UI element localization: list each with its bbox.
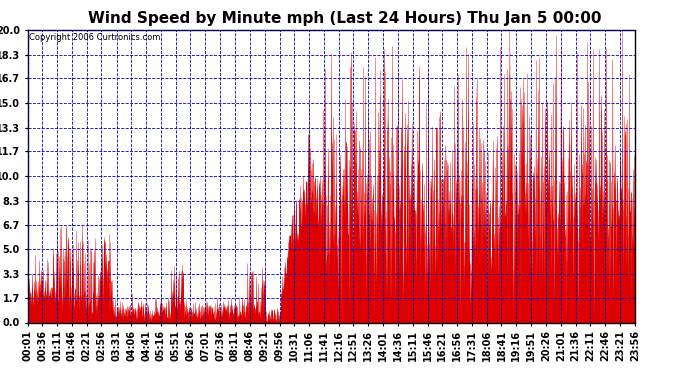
Text: Copyright 2006 Curtronics.com: Copyright 2006 Curtronics.com [29, 33, 160, 42]
Text: Wind Speed by Minute mph (Last 24 Hours) Thu Jan 5 00:00: Wind Speed by Minute mph (Last 24 Hours)… [88, 11, 602, 26]
